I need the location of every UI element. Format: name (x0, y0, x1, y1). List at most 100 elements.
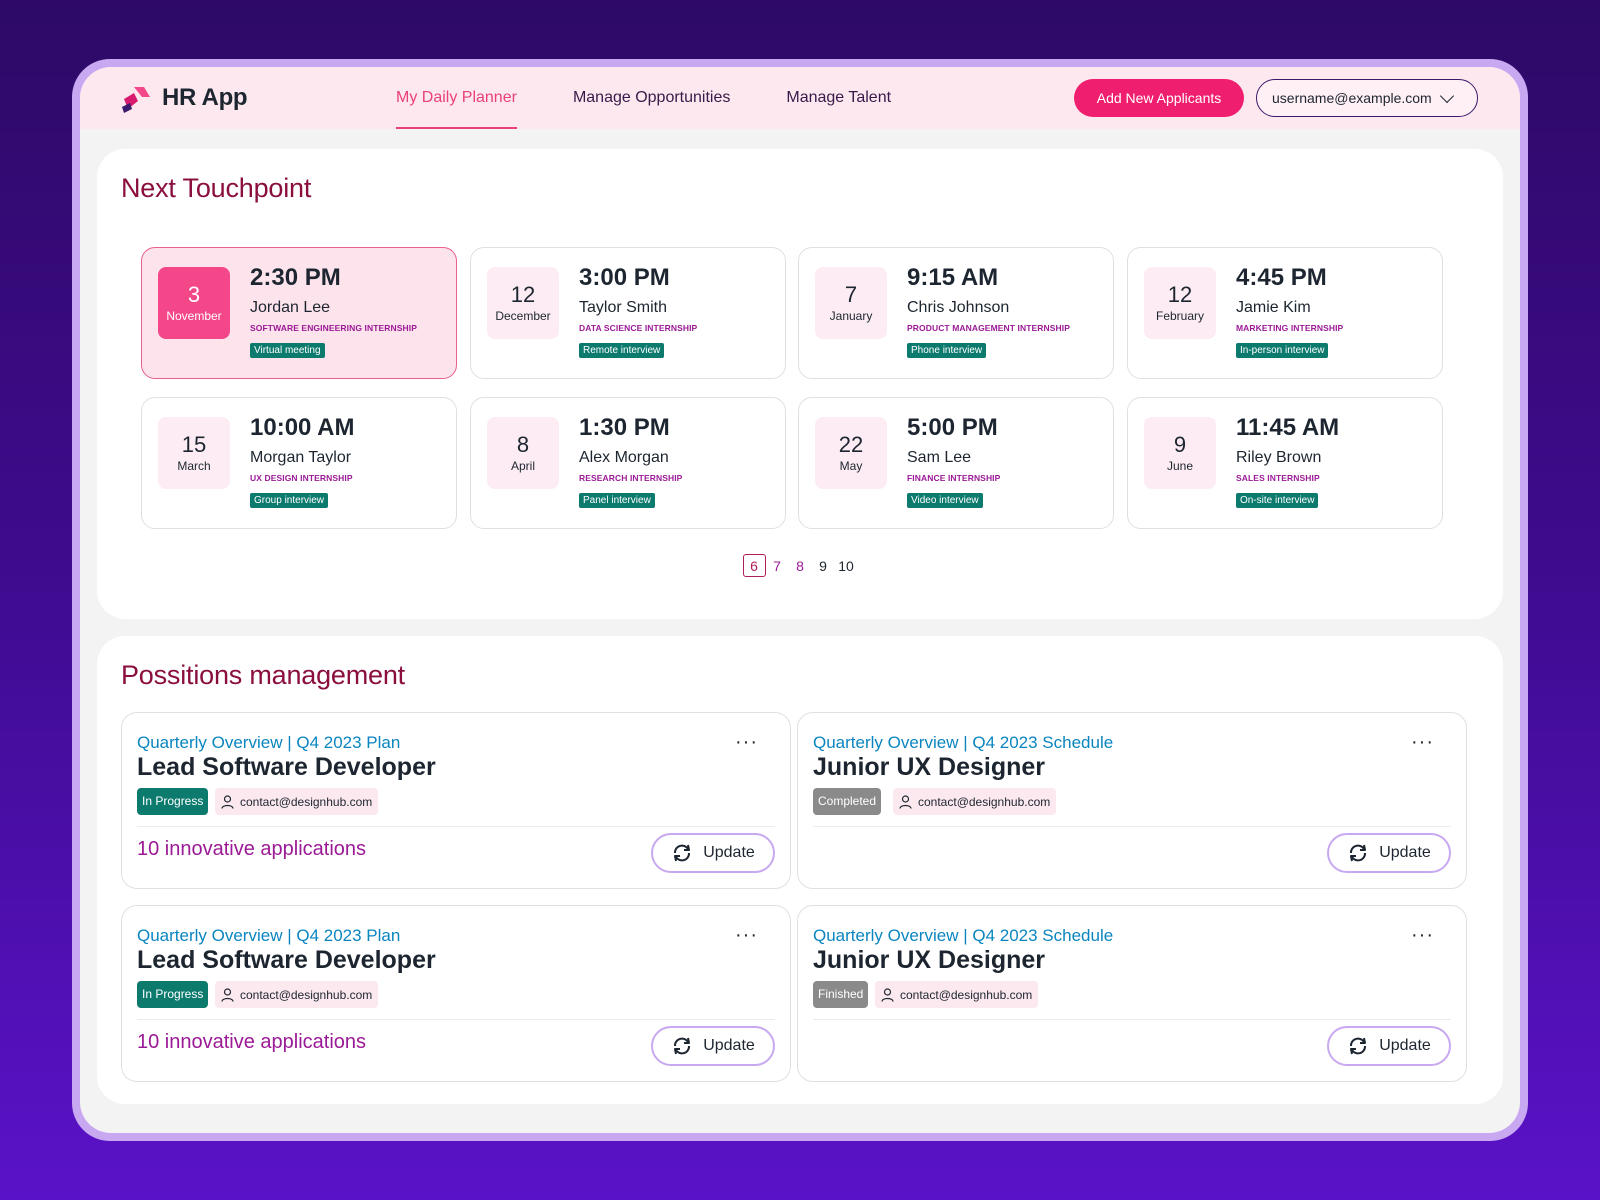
top-header: HR App My Daily Planner Manage Opportuni… (80, 67, 1520, 129)
date-day: 12 (510, 282, 536, 307)
date-badge: 12 December (487, 267, 559, 339)
touchpoint-time: 4:45 PM (1236, 264, 1327, 291)
divider (137, 826, 775, 827)
interview-type-tag: On-site interview (1236, 493, 1319, 508)
add-new-applicants-button[interactable]: Add New Applicants (1074, 79, 1244, 117)
touchpoint-card[interactable]: 12 February 4:45 PM Jamie Kim MARKETING … (1127, 247, 1443, 379)
contact-chip: contact@designhub.com (893, 788, 1057, 815)
update-label: Update (1379, 1037, 1431, 1054)
refresh-icon (1347, 844, 1369, 862)
touchpoint-time: 11:45 AM (1236, 414, 1340, 441)
date-month: April (510, 459, 535, 473)
candidate-name: Morgan Taylor (250, 449, 352, 466)
touchpoint-card[interactable]: 7 January 9:15 AM Chris Johnson PRODUCT … (798, 247, 1114, 379)
touchpoint-card[interactable]: 3 November 2:30 PM Jordan Lee SOFTWARE E… (141, 247, 457, 379)
date-badge: 15 March (158, 417, 230, 489)
date-day: 7 (844, 282, 858, 307)
interview-type-tag: Video interview (907, 493, 983, 508)
positions-management-panel: Possitions management Quarterly Overview… (97, 636, 1503, 1104)
user-icon (221, 987, 234, 1002)
contact-email: contact@designhub.com (900, 987, 1033, 1002)
app-logo[interactable]: HR App (120, 83, 248, 113)
position-subtitle[interactable]: Quarterly Overview | Q4 2023 Schedule (813, 926, 1114, 945)
candidate-name: Taylor Smith (579, 299, 668, 316)
status-badge: Finished (813, 981, 869, 1008)
position-subtitle[interactable]: Quarterly Overview | Q4 2023 Schedule (813, 733, 1114, 752)
nav-my-daily-planner[interactable]: My Daily Planner (396, 67, 517, 129)
internship-role: SOFTWARE ENGINEERING INTERNSHIP (250, 323, 417, 333)
date-month: January (829, 309, 873, 323)
divider (813, 1019, 1451, 1020)
main-nav: My Daily Planner Manage Opportunities Ma… (396, 67, 947, 129)
internship-role: RESEARCH INTERNSHIP (579, 473, 683, 483)
position-card[interactable]: Quarterly Overview | Q4 2023 Schedule Ju… (797, 712, 1467, 889)
touchpoint-card[interactable]: 8 April 1:30 PM Alex Morgan RESEARCH INT… (470, 397, 786, 529)
touchpoint-time: 1:30 PM (579, 414, 670, 441)
page-link[interactable]: 6 (742, 554, 766, 577)
date-day: 22 (838, 432, 864, 457)
date-day: 12 (1167, 282, 1193, 307)
divider (137, 1019, 775, 1020)
nav-manage-talent[interactable]: Manage Talent (786, 89, 892, 106)
contact-email: contact@designhub.com (240, 794, 373, 809)
date-month: December (495, 309, 551, 323)
position-subtitle[interactable]: Quarterly Overview | Q4 2023 Plan (137, 926, 401, 945)
position-subtitle[interactable]: Quarterly Overview | Q4 2023 Plan (137, 733, 401, 752)
update-button[interactable]: Update (1327, 833, 1451, 873)
page-link[interactable]: 8 (796, 557, 804, 574)
nav-manage-opportunities[interactable]: Manage Opportunities (572, 89, 731, 106)
app-frame: HR App My Daily Planner Manage Opportuni… (72, 59, 1528, 1141)
status-badge: In Progress (137, 788, 209, 815)
user-email: username@example.com (1272, 90, 1432, 106)
page-link[interactable]: 10 (838, 557, 854, 574)
date-month: June (1166, 459, 1194, 473)
section-title: Possitions management (121, 660, 405, 690)
candidate-name: Riley Brown (1236, 449, 1322, 466)
update-button[interactable]: Update (651, 833, 775, 873)
touchpoint-time: 9:15 AM (907, 264, 999, 291)
date-badge: 8 April (487, 417, 559, 489)
more-icon[interactable]: ··· (1411, 924, 1434, 946)
internship-role: FINANCE INTERNSHIP (907, 473, 1001, 483)
position-title: Junior UX Designer (813, 753, 1045, 781)
more-icon[interactable]: ··· (1411, 731, 1434, 753)
position-card[interactable]: Quarterly Overview | Q4 2023 Plan Lead S… (121, 712, 791, 889)
update-label: Update (703, 1037, 755, 1054)
touchpoint-time: 10:00 AM (250, 414, 355, 441)
touchpoint-time: 5:00 PM (907, 414, 998, 441)
page-link[interactable]: 9 (819, 557, 827, 574)
interview-type-tag: Group interview (250, 493, 329, 508)
date-badge: 7 January (815, 267, 887, 339)
status-badge: Completed (813, 788, 882, 815)
touchpoint-card[interactable]: 15 March 10:00 AM Morgan Taylor UX DESIG… (141, 397, 457, 529)
candidate-name: Jamie Kim (1236, 299, 1311, 316)
touchpoint-card[interactable]: 9 June 11:45 AM Riley Brown SALES INTERN… (1127, 397, 1443, 529)
touchpoint-time: 3:00 PM (579, 264, 670, 291)
user-icon (221, 794, 234, 809)
user-account-dropdown[interactable]: username@example.com (1256, 79, 1478, 117)
internship-role: MARKETING INTERNSHIP (1236, 323, 1344, 333)
interview-type-tag: Phone interview (907, 343, 987, 358)
status-badge: In Progress (137, 981, 209, 1008)
more-icon[interactable]: ··· (735, 924, 758, 946)
interview-type-tag: Virtual meeting (250, 343, 325, 358)
refresh-icon (1347, 1037, 1369, 1055)
pagination: 6 7 8 9 10 (97, 554, 1503, 577)
applications-count[interactable]: 10 innovative applications (137, 838, 367, 860)
date-month: February (1155, 309, 1205, 323)
contact-chip: contact@designhub.com (215, 788, 379, 815)
position-title: Lead Software Developer (137, 946, 436, 974)
date-badge: 9 June (1144, 417, 1216, 489)
date-day: 8 (516, 432, 530, 457)
more-icon[interactable]: ··· (735, 731, 758, 753)
applications-count[interactable]: 10 innovative applications (137, 1031, 367, 1053)
update-button[interactable]: Update (1327, 1026, 1451, 1066)
update-button[interactable]: Update (651, 1026, 775, 1066)
page-link[interactable]: 7 (773, 557, 781, 574)
date-month: March (177, 459, 211, 473)
date-badge: 12 February (1144, 267, 1216, 339)
touchpoint-card[interactable]: 22 May 5:00 PM Sam Lee FINANCE INTERNSHI… (798, 397, 1114, 529)
position-card[interactable]: Quarterly Overview | Q4 2023 Plan Lead S… (121, 905, 791, 1082)
position-card[interactable]: Quarterly Overview | Q4 2023 Schedule Ju… (797, 905, 1467, 1082)
touchpoint-card[interactable]: 12 December 3:00 PM Taylor Smith DATA SC… (470, 247, 786, 379)
